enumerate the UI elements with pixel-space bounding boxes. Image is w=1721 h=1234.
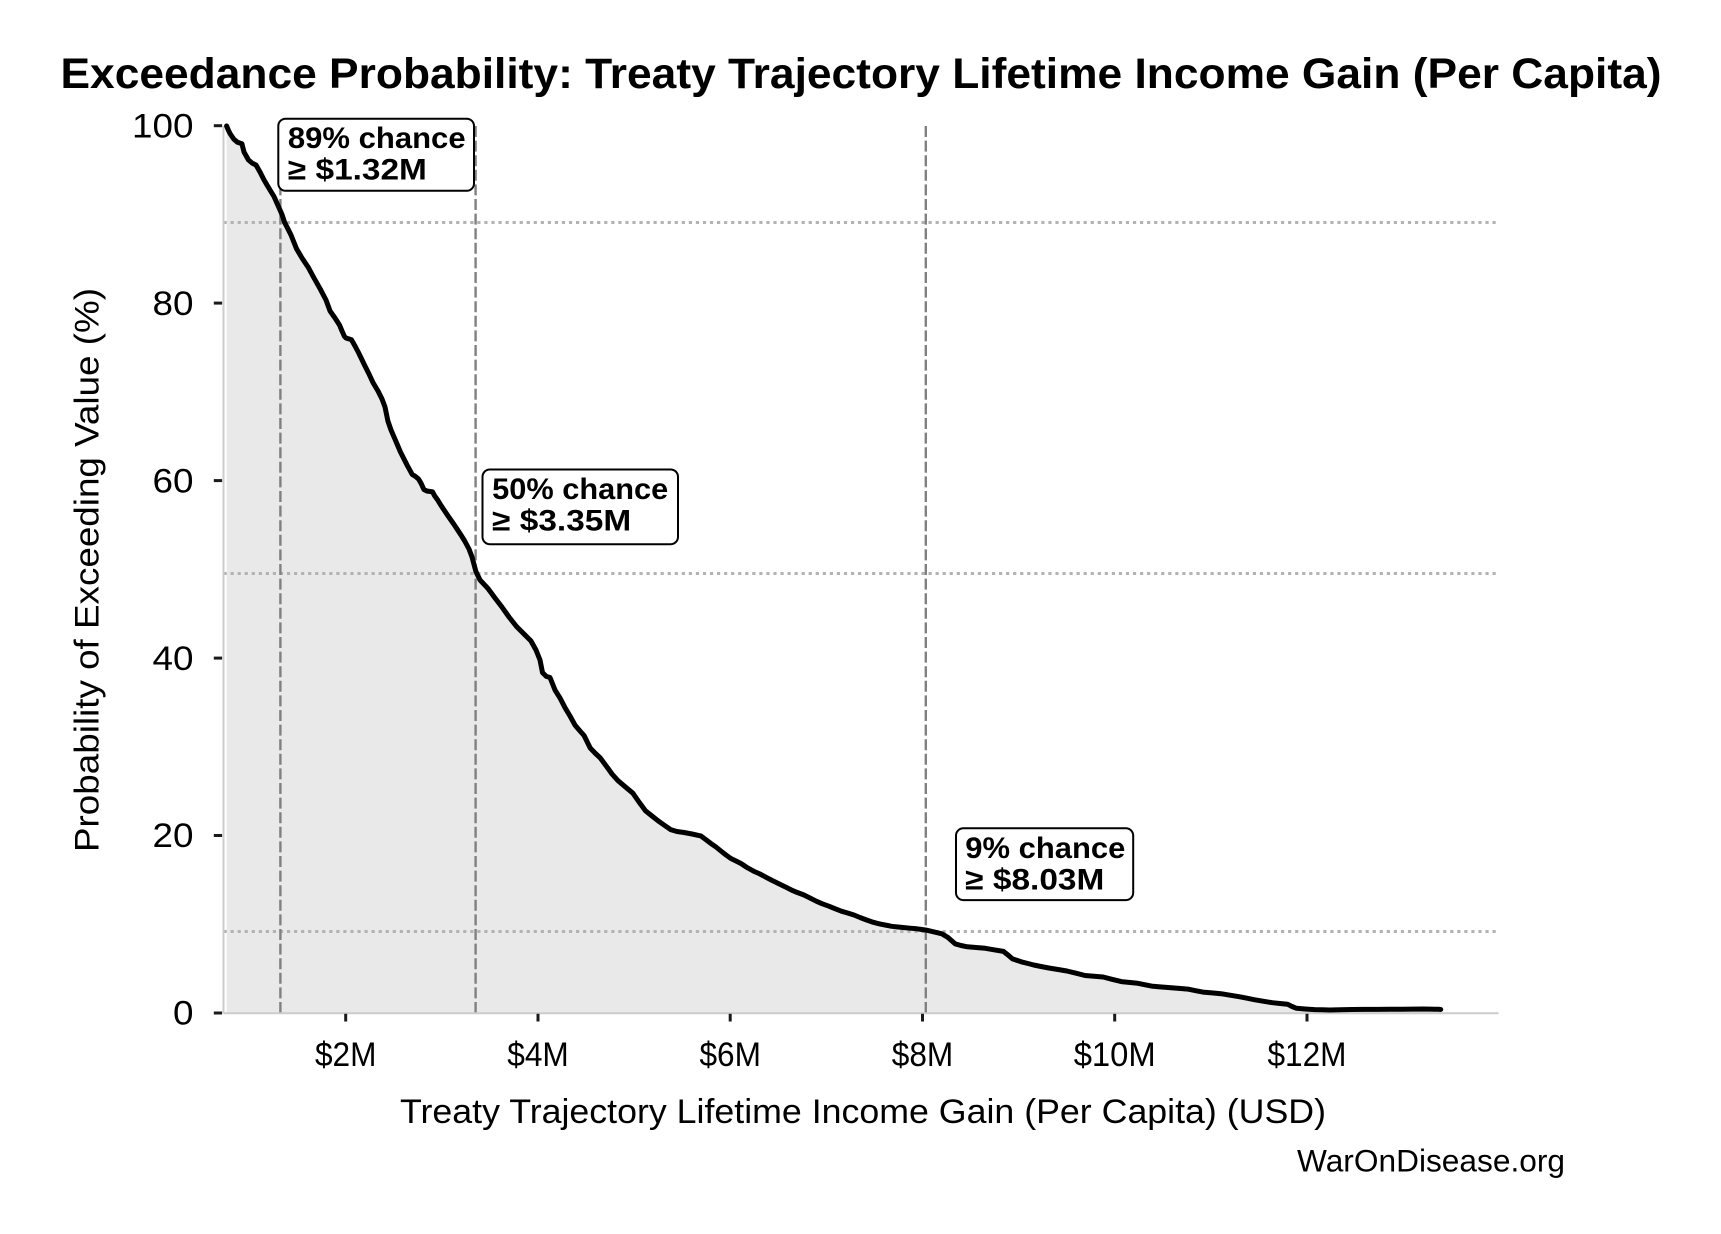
svg-text:0: 0: [173, 995, 194, 1033]
svg-text:9% chance: 9% chance: [965, 832, 1125, 865]
svg-text:80: 80: [153, 285, 194, 323]
svg-text:$8M: $8M: [892, 1036, 954, 1074]
svg-text:Probability of Exceeding Value: Probability of Exceeding Value (%): [69, 288, 107, 852]
svg-text:$12M: $12M: [1268, 1036, 1347, 1074]
svg-text:Exceedance Probability: Treaty: Exceedance Probability: Treaty Trajector…: [61, 50, 1662, 97]
svg-text:89% chance: 89% chance: [288, 122, 466, 155]
svg-text:WarOnDisease.org: WarOnDisease.org: [1297, 1144, 1565, 1179]
svg-text:20: 20: [153, 817, 194, 855]
svg-text:100: 100: [132, 107, 194, 145]
svg-text:≥ $8.03M: ≥ $8.03M: [965, 863, 1104, 896]
svg-text:Treaty Trajectory Lifetime Inc: Treaty Trajectory Lifetime Income Gain (…: [400, 1093, 1326, 1131]
svg-text:40: 40: [153, 640, 194, 678]
svg-text:$4M: $4M: [507, 1036, 569, 1074]
svg-text:60: 60: [153, 462, 194, 500]
svg-text:≥ $1.32M: ≥ $1.32M: [288, 154, 427, 187]
svg-text:$6M: $6M: [699, 1036, 761, 1074]
svg-text:≥ $3.35M: ≥ $3.35M: [492, 505, 631, 538]
svg-text:$10M: $10M: [1074, 1036, 1156, 1074]
svg-text:$2M: $2M: [315, 1036, 377, 1074]
svg-text:50% chance: 50% chance: [492, 473, 668, 506]
